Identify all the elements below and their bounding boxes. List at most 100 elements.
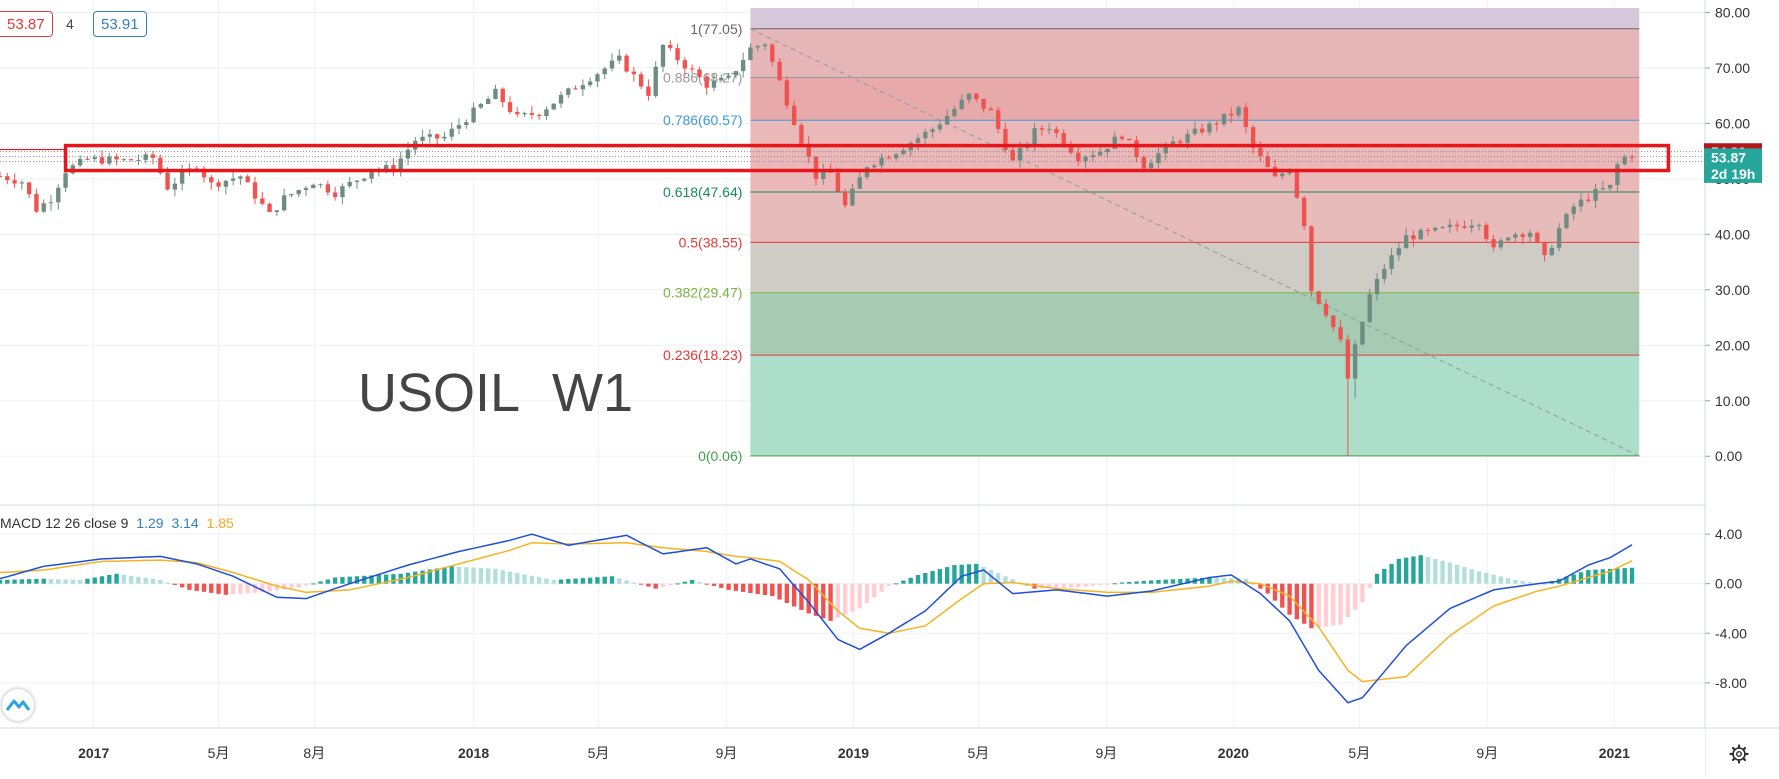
candle-body — [704, 77, 709, 88]
price-scale-tag[interactable] — [1704, 148, 1762, 167]
macd-histogram-bar — [791, 583, 797, 607]
macd-histogram-bar — [70, 579, 76, 584]
candle-body — [1280, 173, 1285, 177]
fib-band — [750, 77, 1640, 121]
candle-body — [1382, 268, 1387, 279]
candle-body — [1178, 141, 1183, 143]
macd-histogram-bar — [558, 579, 564, 584]
candle-body — [536, 114, 542, 116]
candle-body — [5, 176, 10, 181]
candle-body — [770, 44, 775, 62]
candle-body — [1309, 226, 1314, 292]
candle-body — [478, 103, 484, 108]
macd-histogram-bar — [1571, 574, 1576, 584]
candle-body — [1076, 152, 1081, 162]
fib-level-label: 0.236(18.23) — [663, 347, 742, 363]
macd-histogram-bar — [1607, 568, 1613, 584]
candle-body — [1214, 123, 1219, 125]
macd-histogram-bar — [500, 570, 505, 584]
candle-body — [1032, 128, 1037, 145]
time-scale-bg[interactable] — [0, 728, 1705, 774]
macd-histogram-bar — [675, 583, 680, 585]
bid-price-box[interactable]: 53.87 — [0, 11, 53, 37]
macd-histogram-bar — [1178, 578, 1183, 584]
candle-body — [799, 125, 804, 144]
candle-body — [638, 74, 644, 87]
macd-histogram-bar — [536, 577, 542, 584]
fib-band — [750, 355, 1640, 456]
macd-histogram-bar — [748, 583, 753, 593]
macd-histogram-bar — [158, 579, 163, 584]
macd-histogram-bar — [1243, 578, 1249, 584]
macd-histogram-bar — [857, 583, 862, 609]
fibonacci-retracement[interactable]: 1(77.05) 0.886(68.27) 0.786(60.57) 0.618(47… — [663, 8, 1640, 464]
macd-histogram-bar — [99, 576, 105, 584]
macd-histogram-bar — [303, 583, 309, 586]
price-scale-tag[interactable] — [1704, 164, 1762, 183]
macd-histogram-bar — [609, 576, 615, 584]
candle-body — [1535, 232, 1540, 243]
price-tick-label: 20.00 — [1715, 337, 1750, 353]
candle-body — [1593, 188, 1598, 201]
resistance-box[interactable] — [63, 143, 1671, 173]
candle-body — [267, 203, 272, 212]
macd-histogram-bar — [1272, 583, 1278, 601]
candle-body — [165, 172, 170, 190]
macd-histogram-bar — [726, 583, 731, 590]
macd-histogram-bar — [493, 568, 498, 584]
fib-level-label: 1(77.05) — [690, 21, 742, 37]
resistance-zone-box[interactable] — [0, 143, 1671, 173]
candle-body — [1542, 242, 1547, 256]
macd-histogram-bar — [1520, 580, 1525, 584]
fib-level-label: 0(0.06) — [698, 448, 742, 464]
settings-gear-button[interactable] — [1727, 742, 1751, 766]
candle-body — [981, 98, 986, 109]
candle-body — [289, 194, 294, 196]
macd-histogram-bar — [1367, 583, 1372, 589]
candle-body — [544, 109, 549, 116]
ask-price-box[interactable]: 53.91 — [93, 11, 147, 37]
macd-histogram-bar — [354, 576, 360, 584]
macd-legend[interactable]: MACD 12 26 close 9 1.29 3.14 1.85 — [0, 515, 238, 531]
candle-body — [296, 190, 301, 195]
tradingview-logo-button[interactable] — [2, 689, 34, 721]
candle-body — [41, 203, 46, 212]
macd-histogram-bar — [638, 583, 644, 585]
candle-body — [26, 182, 32, 195]
candle-body — [937, 124, 943, 130]
macd-histogram-bar — [449, 566, 454, 584]
macd-histogram-bar — [1163, 579, 1168, 584]
macd-histogram-bar — [697, 581, 702, 584]
macd-histogram-bar — [179, 583, 185, 588]
time-tick-label: 9月 — [716, 745, 738, 761]
macd-histogram-bar — [1374, 573, 1380, 584]
macd-histogram-bar — [740, 583, 746, 592]
candle-body — [952, 108, 957, 116]
macd-histogram-bar — [835, 583, 841, 618]
macd-histogram-bar — [464, 567, 469, 584]
macd-histogram-bar — [529, 575, 535, 584]
macd-histogram-bar — [223, 583, 229, 595]
macd-histogram-bar — [1083, 583, 1088, 587]
candle-body — [493, 88, 498, 99]
macd-histogram-bar — [660, 583, 666, 587]
candle-body — [624, 55, 629, 72]
macd-histogram-bar — [1578, 572, 1584, 584]
macd-histogram-bar — [1360, 583, 1365, 603]
candle-body — [893, 154, 899, 159]
candle-body — [959, 99, 964, 109]
price-scale-bg[interactable] — [1705, 0, 1779, 774]
candle-body — [602, 68, 607, 75]
macd-histogram-bar — [1389, 563, 1394, 584]
macd-histogram-bar — [325, 579, 331, 584]
candle-body — [325, 184, 331, 193]
candle-body — [128, 159, 134, 161]
macd-histogram-bar — [34, 578, 39, 584]
candle-body — [697, 69, 702, 78]
candle-body — [573, 88, 578, 90]
candle-body — [1243, 107, 1249, 128]
macd-histogram-bar — [165, 582, 170, 584]
